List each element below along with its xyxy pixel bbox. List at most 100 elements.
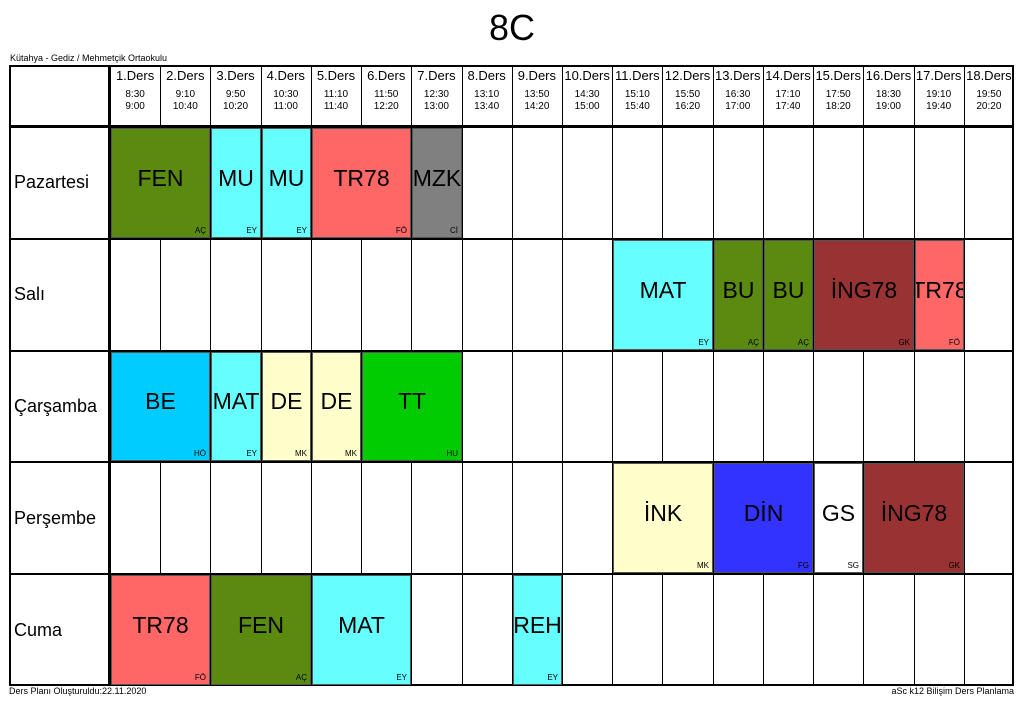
lesson-card[interactable]: TT HU: [362, 352, 462, 461]
lesson-card[interactable]: MU EY: [262, 128, 311, 238]
school-name: Kütahya - Gediz / Mehmetçik Ortaokulu: [10, 53, 168, 63]
day-column-divider: [108, 65, 111, 686]
footer-software-credit: aSc k12 Bilişim Ders Planlama: [891, 686, 1014, 696]
grid-line-vertical: [763, 65, 764, 686]
lesson-card[interactable]: DİN FG: [714, 463, 813, 573]
lesson-teacher: EY: [547, 673, 558, 682]
lesson-card[interactable]: MU EY: [211, 128, 261, 238]
lesson-subject: MAT: [338, 611, 385, 638]
footer-created-date: Ders Planı Oluşturuldu:22.11.2020: [9, 686, 147, 696]
lesson-teacher: GK: [898, 338, 910, 347]
period-header: 10.Ders 14:30 15:00: [562, 66, 612, 125]
header-divider: [9, 125, 1014, 128]
lesson-card[interactable]: MAT EY: [211, 352, 261, 461]
lesson-card[interactable]: İNG78 GK: [814, 240, 914, 350]
lesson-card[interactable]: İNK MK: [613, 463, 713, 573]
lesson-card[interactable]: GS SG: [814, 463, 863, 573]
grid-line-vertical: [914, 65, 915, 686]
lesson-subject: GS: [821, 499, 856, 526]
grid-line-vertical: [210, 65, 211, 686]
lesson-subject: İNG78: [830, 276, 898, 303]
period-start-time: 19:10: [926, 89, 952, 100]
lesson-card[interactable]: DE MK: [262, 352, 311, 461]
lesson-card[interactable]: BU AÇ: [714, 240, 763, 350]
lesson-teacher: FÖ: [395, 226, 407, 235]
period-start-time: 16:30: [725, 89, 751, 100]
lesson-teacher: EY: [246, 449, 257, 458]
lesson-subject: MZK: [412, 164, 462, 191]
period-header: 1.Ders 8:30 9:00: [110, 66, 160, 125]
period-end-time: 19:40: [926, 101, 952, 112]
period-header: 8.Ders 13:10 13:40: [462, 66, 512, 125]
lesson-teacher: HU: [446, 449, 458, 458]
lesson-card[interactable]: FEN AÇ: [111, 128, 210, 238]
lesson-subject: REH: [513, 611, 562, 638]
lesson-subject: MAT: [639, 276, 687, 303]
period-start-time: 9:50: [225, 89, 246, 100]
lesson-card[interactable]: DE MK: [312, 352, 361, 461]
grid-border-right: [1012, 65, 1014, 686]
lesson-teacher: HÖ: [194, 449, 206, 458]
lesson-teacher: Cİ: [450, 226, 458, 235]
lesson-teacher: EY: [396, 673, 407, 682]
grid-line-horizontal: [9, 573, 1014, 575]
timetable-grid: 1.Ders 8:30 9:00 2.Ders 9:10 10:40 3.Ders 9:50 1…: [9, 65, 1014, 686]
lesson-teacher: AÇ: [797, 338, 809, 347]
lesson-card[interactable]: BE HÖ: [111, 352, 210, 461]
lesson-teacher: FG: [797, 561, 809, 570]
grid-line-vertical: [612, 65, 613, 686]
period-start-time: 8:30: [125, 89, 145, 100]
period-end-time: 11:40: [323, 101, 349, 112]
lesson-card[interactable]: MZK Cİ: [412, 128, 462, 238]
period-header: 15.Ders 17:50 18:20: [813, 66, 863, 125]
day-label: Salı: [14, 284, 46, 305]
lesson-teacher: EY: [698, 338, 709, 347]
lesson-card[interactable]: TR78 FÖ: [915, 240, 964, 350]
grid-line-vertical: [462, 65, 463, 686]
period-end-time: 11:00: [273, 101, 298, 112]
period-end-time: 15:00: [574, 101, 600, 112]
period-header: 9.Ders 13:50 14:20: [512, 66, 562, 125]
period-name: 9.Ders: [517, 68, 557, 83]
period-header: 18.Ders 19:50 20:20: [964, 66, 1014, 125]
period-name: 13.Ders: [715, 68, 761, 83]
grid-line-vertical: [311, 65, 312, 686]
lesson-card[interactable]: MAT EY: [613, 240, 713, 350]
lesson-card[interactable]: FEN AÇ: [211, 575, 311, 685]
lesson-card[interactable]: REH EY: [513, 575, 562, 685]
period-header: 12.Ders 15:50 16:20: [662, 66, 712, 125]
lesson-teacher: MK: [295, 449, 307, 458]
period-header: 14.Ders 17:10 17:40: [763, 66, 813, 125]
period-name: 6.Ders: [367, 68, 406, 83]
lesson-teacher: AÇ: [194, 226, 206, 235]
lesson-teacher: GK: [948, 561, 960, 570]
period-start-time: 9:10: [175, 89, 196, 100]
period-header: 16.Ders 18:30 19:00: [863, 66, 913, 125]
grid-line-vertical: [713, 65, 714, 686]
lesson-card[interactable]: TR78 FÖ: [312, 128, 411, 238]
lesson-subject: MAT: [212, 388, 260, 414]
period-end-time: 9:00: [125, 101, 145, 112]
period-end-time: 13:40: [474, 101, 500, 112]
period-header: 4.Ders 10:30 11:00: [261, 66, 311, 125]
period-end-time: 20:20: [976, 101, 1002, 112]
period-end-time: 14:20: [524, 101, 550, 112]
day-label: Perşembe: [14, 507, 97, 528]
lesson-teacher: FÖ: [194, 673, 206, 682]
lesson-subject: İNG78: [880, 499, 948, 526]
lesson-subject: TR78: [916, 276, 963, 303]
grid-line-vertical: [361, 65, 362, 686]
grid-line-vertical: [863, 65, 864, 686]
lesson-teacher: MK: [345, 449, 357, 458]
lesson-card[interactable]: İNG78 GK: [864, 463, 964, 573]
lesson-subject: TT: [397, 388, 427, 414]
lesson-card[interactable]: MAT EY: [312, 575, 411, 685]
period-header: 13.Ders 16:30 17:00: [713, 66, 763, 125]
lesson-subject: BU: [772, 276, 805, 303]
lesson-card[interactable]: BU AÇ: [764, 240, 813, 350]
grid-line-horizontal: [9, 238, 1014, 240]
grid-line-horizontal: [9, 350, 1014, 352]
period-end-time: 16:20: [675, 101, 701, 112]
lesson-card[interactable]: TR78 FÖ: [111, 575, 210, 685]
grid-line-vertical: [512, 65, 513, 686]
